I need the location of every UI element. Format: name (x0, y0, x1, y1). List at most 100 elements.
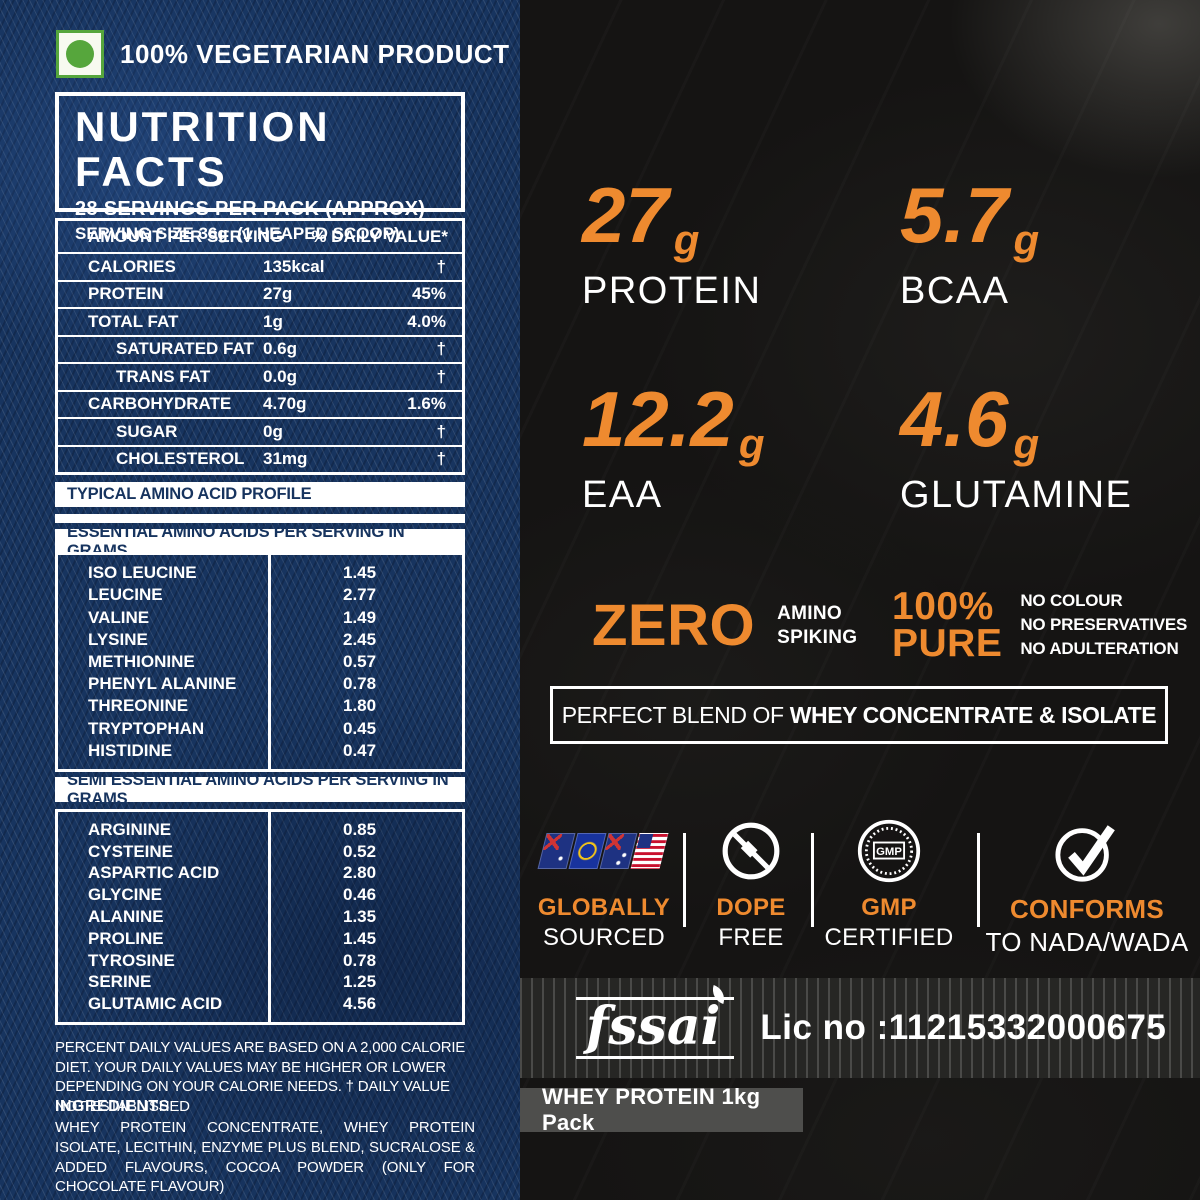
amino-name: LEUCINE (88, 585, 163, 605)
table-row: TYROSINE 0.78 (58, 950, 462, 972)
amino-grams: 0.78 (343, 674, 377, 694)
table-row: GLUTAMIC ACID 4.56 (58, 993, 462, 1015)
row-label: PROTEIN (88, 284, 164, 304)
row-value: 1g (263, 311, 283, 331)
no-preservatives-text: NO PRESERVATIVES (1020, 615, 1188, 635)
badge-line2: SOURCED (542, 924, 666, 951)
row-label: CALORIES (88, 256, 176, 276)
ingredients-heading: INGREDIENTS (55, 1098, 170, 1115)
amino-spiking-text: AMINO SPIKING (777, 602, 857, 650)
nutrition-panel: 100% VEGETARIAN PRODUCT NUTRITION FACTS … (0, 0, 520, 1200)
no-adulteration-text: NO ADULTERATION (1020, 638, 1179, 658)
hundred-percent-line: 100% (892, 585, 994, 628)
stat-unit: g (1013, 216, 1040, 263)
hundred-percent-pure-text: 100% PURE (892, 585, 1002, 663)
table-row: LEUCINE 2.77 (58, 584, 462, 606)
table-row: CALORIES 135kcal † (58, 254, 462, 282)
amino-name: THREONINE (88, 696, 189, 716)
stat-number: 4.6 g (900, 380, 1132, 465)
row-label: SUGAR (116, 421, 178, 441)
table-row: HISTIDINE 0.47 (58, 740, 462, 762)
amino-grams: 0.52 (343, 841, 377, 861)
badge-gmp-certified: GMP GMP CERTIFIED (818, 818, 960, 952)
row-label: SATURATED FAT (116, 339, 254, 359)
veg-badge: 100% VEGETARIAN PRODUCT (56, 30, 510, 78)
amino-name: HISTIDINE (88, 740, 173, 760)
row-daily-value: † (436, 339, 446, 359)
blend-prefix: PERFECT BLEND OF (561, 701, 784, 728)
stat-number: 27 g (582, 176, 761, 261)
table-row: SERINE 1.25 (58, 971, 462, 993)
row-value: 4.70g (263, 394, 307, 414)
amino-grams: 2.80 (343, 863, 377, 883)
no-colour-text: NO COLOUR (1020, 591, 1123, 611)
amount-header-left: AMOUNT PER SERVING (88, 226, 284, 246)
servings-per-pack: 28 SERVINGS PER PACK (APPROX) (75, 197, 426, 220)
stat-unit: g (673, 216, 700, 263)
amino-name: LYSINE (88, 629, 148, 649)
amino-grams: 1.80 (343, 696, 377, 716)
gmp-seal-icon: GMP (818, 818, 960, 884)
table-row: TRANS FAT 0.0g † (58, 364, 462, 392)
amino-grams: 0.45 (343, 718, 377, 738)
badge-dope-free: DOPE FREE (692, 818, 810, 952)
amino-grams: 0.57 (343, 651, 377, 671)
amino-grams: 1.35 (343, 907, 377, 927)
pure-claim: 100% PURE NO COLOUR NO PRESERVATIVES NO … (892, 585, 1187, 663)
veg-symbol-icon (56, 30, 104, 78)
stat-unit: g (1013, 420, 1040, 467)
amino-line: AMINO (777, 602, 842, 624)
highlights-panel: 27 g PROTEIN 5.7 g BCAA 12.2 g EAA 4.6 g GLU… (520, 0, 1200, 1200)
table-row: PROLINE 1.45 (58, 928, 462, 950)
amino-name: ASPARTIC ACID (88, 863, 220, 883)
zero-amino-spiking-claim: ZERO AMINO SPIKING (592, 596, 857, 654)
check-circle-icon (982, 818, 1192, 884)
row-label: TOTAL FAT (88, 311, 179, 331)
stat-label: EAA (582, 474, 663, 516)
table-row: GLYCINE 0.46 (58, 884, 462, 906)
amino-grams: 1.45 (343, 563, 377, 583)
stat-protein: 27 g PROTEIN (582, 176, 761, 313)
veg-dot-icon (66, 40, 94, 68)
semi-essential-amino-table: ARGININE 0.85 CYSTEINE 0.52 ASPARTIC ACID 2… (55, 809, 465, 1025)
table-row: CHOLESTEROL 31mg † (58, 447, 462, 473)
amino-grams: 4.56 (343, 994, 377, 1014)
stat-glutamine: 4.6 g GLUTAMINE (900, 380, 1132, 517)
row-value: 0.0g (263, 366, 298, 386)
daily-value-note: PERCENT DAILY VALUES ARE BASED ON A 2,00… (55, 1039, 466, 1115)
table-row: THREONINE 1.80 (58, 695, 462, 717)
table-row: TOTAL FAT 1g 4.0% (58, 309, 462, 337)
row-label: CHOLESTEROL (116, 449, 245, 469)
global-flags-icon (528, 818, 680, 884)
badge-line1: CONFORMS (1009, 894, 1165, 924)
amino-name: SERINE (88, 972, 152, 992)
stat-unit: g (738, 420, 765, 467)
gmp-seal-text: GMP (876, 846, 902, 858)
pure-points: NO COLOUR NO PRESERVATIVES NO ADULTERATI… (1020, 589, 1187, 660)
badge-line2: FREE (718, 924, 784, 951)
row-daily-value: 4.0% (407, 311, 446, 331)
badge-conforms-nada-wada: CONFORMS TO NADA/WADA (982, 818, 1192, 958)
veg-badge-label: 100% VEGETARIAN PRODUCT (120, 38, 510, 69)
table-row: SUGAR 0g † (58, 419, 462, 447)
badge-line2: TO NADA/WADA (985, 927, 1189, 957)
stat-bcaa: 5.7 g BCAA (900, 176, 1039, 313)
amount-per-serving-table: AMOUNT PER SERVING % DAILY VALUE* CALORI… (55, 218, 465, 475)
table-row: LYSINE 2.45 (58, 629, 462, 651)
amino-name: ALANINE (88, 907, 164, 927)
table-row: PHENYL ALANINE 0.78 (58, 673, 462, 695)
no-dope-icon (692, 818, 810, 884)
table-row: METHIONINE 0.57 (58, 651, 462, 673)
amino-name: PROLINE (88, 928, 164, 948)
row-daily-value: † (436, 421, 446, 441)
table-row: PROTEIN 27g 45% (58, 282, 462, 309)
row-daily-value: † (436, 366, 446, 386)
fssai-logo: fssai (576, 985, 735, 1059)
amino-grams: 0.85 (343, 819, 377, 839)
fssai-logo-text: fssai (586, 996, 721, 1057)
pack-size-label: WHEY PROTEIN 1kg Pack (520, 1084, 803, 1135)
row-daily-value: † (436, 256, 446, 276)
badge-line2: CERTIFIED (824, 924, 954, 951)
essential-amino-table: ISO LEUCINE 1.45 LEUCINE 2.77 VALINE 1.49 L… (55, 552, 465, 772)
nutrition-facts-header-box: NUTRITION FACTS 28 SERVINGS PER PACK (AP… (55, 92, 465, 243)
